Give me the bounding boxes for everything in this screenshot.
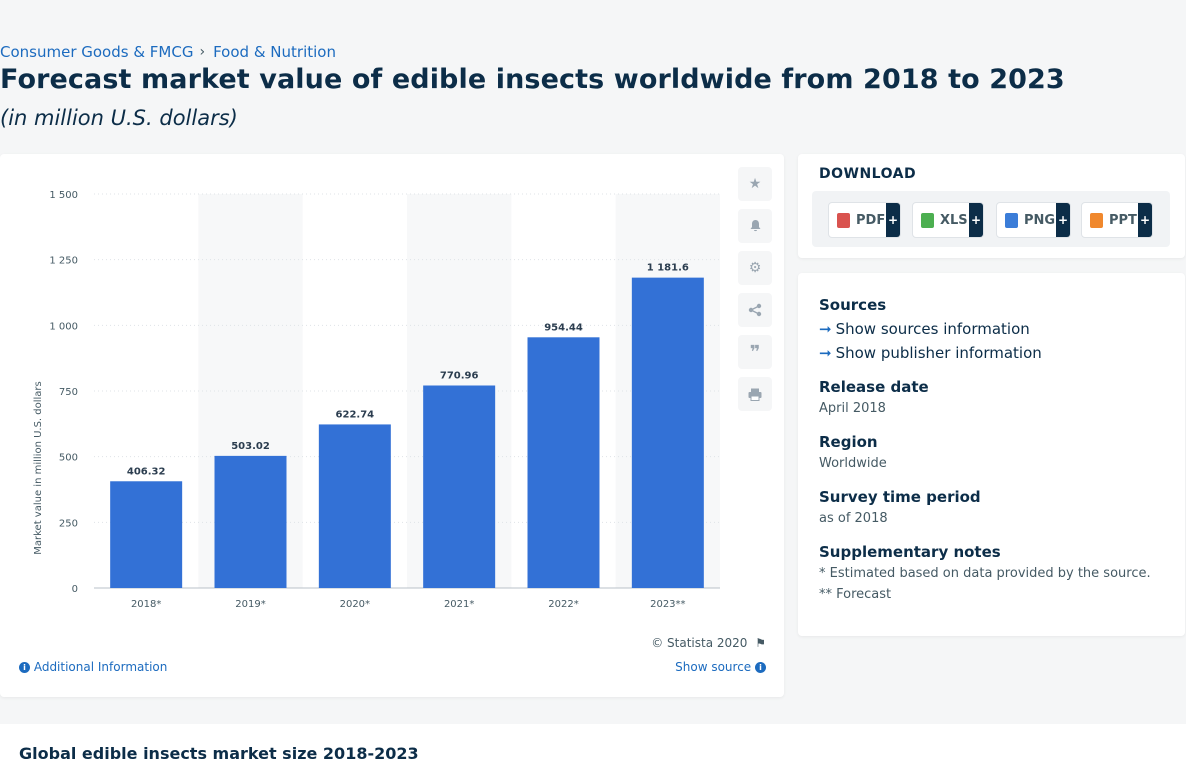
bar-value-label: 1 181.6 [647,263,689,274]
info-icon: i [19,662,30,673]
download-png-label: PNG [1024,212,1056,228]
download-xls-button[interactable]: XLS + [912,202,984,238]
download-png-button[interactable]: PNG + [996,202,1071,238]
plus-icon: + [1138,203,1152,237]
y-tick-label: 500 [59,453,78,464]
survey-period-value: as of 2018 [819,511,888,526]
download-xls-label: XLS [940,212,968,228]
x-tick-label: 2021* [444,599,474,610]
ppt-file-icon [1090,212,1103,228]
bar-value-label: 954.44 [544,322,583,333]
plus-icon: + [886,203,900,237]
y-tick-label: 1 250 [49,256,78,267]
pdf-file-icon [837,212,850,228]
bell-icon[interactable] [738,209,772,243]
related-statistic-card: Global edible insects market size 2018-2… [0,724,1186,784]
y-tick-label: 1 500 [49,190,78,201]
breadcrumb-link-food-nutrition[interactable]: Food & Nutrition [213,43,336,61]
show-source-link[interactable]: Show source i [675,660,766,674]
x-tick-label: 2022* [548,599,578,610]
arrow-right-icon: ➞ [819,320,832,338]
show-sources-link[interactable]: ➞ Show sources information [819,320,1030,338]
release-date-heading: Release date [819,378,929,396]
bar[interactable] [423,385,496,588]
gear-icon[interactable]: ⚙ [738,251,772,285]
region-heading: Region [819,433,878,451]
x-tick-label: 2023** [650,599,685,610]
print-icon[interactable] [738,377,772,411]
bar-chart: 406.32 503.02 622.74 770.96 954.44 1 181.6 0 2… [33,190,720,610]
show-sources-label: Show sources information [835,320,1030,338]
supplementary-note-forecast: ** Forecast [819,587,892,602]
supplementary-note-estimated: * Estimated based on data provided by th… [819,566,1151,581]
plus-icon: + [1056,203,1070,237]
download-card: DOWNLOAD PDF + XLS + PNG + PPT + [798,154,1185,258]
show-publisher-link[interactable]: ➞ Show publisher information [819,344,1042,362]
info-icon: i [755,662,766,673]
xls-file-icon [921,212,934,228]
page-title: Forecast market value of edible insects … [0,64,1065,95]
top-bar [0,0,1186,40]
bar-value-label: 406.32 [127,466,166,477]
bar[interactable] [527,337,600,588]
plus-icon: + [969,203,983,237]
png-file-icon [1005,212,1018,228]
download-ppt-label: PPT [1109,212,1137,228]
quote-icon[interactable]: ❞ [738,335,772,369]
y-tick-label: 750 [59,387,78,398]
x-tick-label: 2020* [340,599,370,610]
breadcrumb-separator: › [199,44,206,60]
x-tick-label: 2018* [131,599,161,610]
sources-heading: Sources [819,296,887,314]
download-pdf-label: PDF [856,212,886,228]
y-tick-label: 0 [72,584,78,595]
download-ppt-button[interactable]: PPT + [1081,202,1153,238]
bar[interactable] [631,277,704,588]
additional-information-label: Additional Information [33,660,168,674]
release-date-value: April 2018 [819,401,886,416]
credit-text: © Statista 2020 [651,636,748,650]
statistic-details-card: Sources ➞ Show sources information ➞ Show … [798,273,1185,636]
arrow-right-icon: ➞ [819,344,832,362]
y-tick-label: 1 000 [49,321,78,332]
download-title: DOWNLOAD [819,166,917,182]
x-tick-label: 2019* [235,599,265,610]
y-tick-label: 250 [59,518,78,529]
supplementary-notes-heading: Supplementary notes [819,543,1001,561]
bar[interactable] [318,424,391,588]
show-publisher-label: Show publisher information [835,344,1042,362]
related-statistic-title: Global edible insects market size 2018-2… [19,744,419,763]
download-buttons: PDF + XLS + PNG + PPT + [812,191,1170,247]
download-pdf-button[interactable]: PDF + [828,202,901,238]
share-icon[interactable] [738,293,772,327]
bar[interactable] [110,481,183,588]
bar[interactable] [214,455,287,588]
breadcrumb: Consumer Goods & FMCG › Food & Nutrition [0,43,336,61]
bar-value-label: 770.96 [440,370,479,381]
show-source-label: Show source [675,660,752,674]
chart-toolbar: ★ ⚙ ❞ [738,167,772,419]
page-subtitle: (in million U.S. dollars) [0,106,238,130]
region-value: Worldwide [819,456,887,471]
star-icon[interactable]: ★ [738,167,772,201]
chart-credit: © Statista 2020 ⚑ [651,636,766,650]
additional-information-link[interactable]: i Additional Information [19,660,167,674]
survey-period-heading: Survey time period [819,488,981,506]
flag-icon[interactable]: ⚑ [755,636,766,650]
y-axis-label: Market value in million U.S. dollars [33,381,44,555]
breadcrumb-link-consumer-goods[interactable]: Consumer Goods & FMCG [0,43,194,61]
bar-value-label: 503.02 [231,441,270,452]
chart-card: 406.32 503.02 622.74 770.96 954.44 1 181.6 0 2… [0,154,784,697]
bar-value-label: 622.74 [336,409,375,420]
